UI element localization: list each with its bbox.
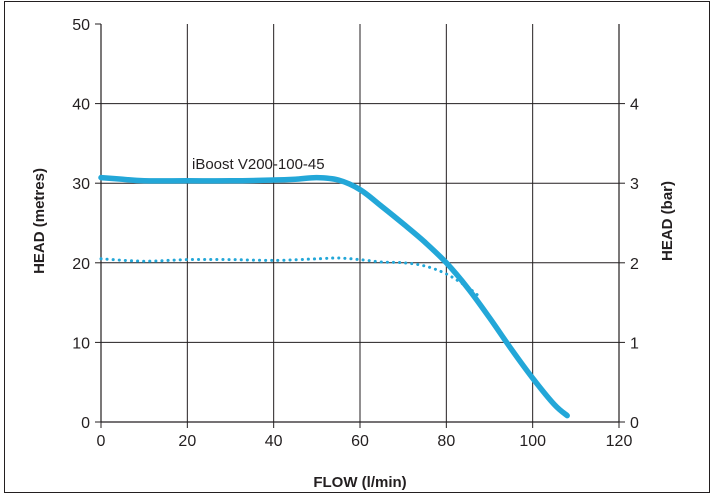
y-tick-label: 40 (72, 97, 90, 114)
y2-tick-label: 2 (630, 256, 639, 273)
y2-tick-label: 3 (630, 176, 639, 193)
y-axis-title: HEAD (metres) (31, 168, 48, 274)
grid-lines (101, 24, 619, 422)
y2-tick-label: 4 (630, 97, 639, 114)
x-axis-title: FLOW (l/min) (313, 474, 406, 491)
series-line-solid (98, 174, 570, 419)
x-tick-label: 60 (351, 433, 369, 450)
x-tick-label: 120 (606, 433, 633, 450)
y2-tick-label: 0 (630, 415, 639, 432)
y-tick-label: 0 (81, 415, 90, 432)
axes (95, 23, 625, 428)
x-tick-label: 40 (265, 433, 283, 450)
y-tick-label: 30 (72, 176, 90, 193)
chart-frame (4, 1, 710, 493)
y-tick-label: 20 (72, 256, 90, 273)
curve-annotation: iBoost V200-100-45 (192, 156, 325, 173)
x-tick-label: 20 (178, 433, 196, 450)
y-tick-label: 10 (72, 335, 90, 352)
series-line-dotted (99, 256, 483, 300)
x-tick-label: 80 (437, 433, 455, 450)
series-lines (98, 174, 570, 419)
x-tick-label: 100 (519, 433, 546, 450)
y2-axis-title: HEAD (bar) (659, 181, 676, 261)
y-tick-label: 50 (72, 17, 90, 34)
y2-tick-label: 1 (630, 335, 639, 352)
x-tick-label: 0 (97, 433, 106, 450)
